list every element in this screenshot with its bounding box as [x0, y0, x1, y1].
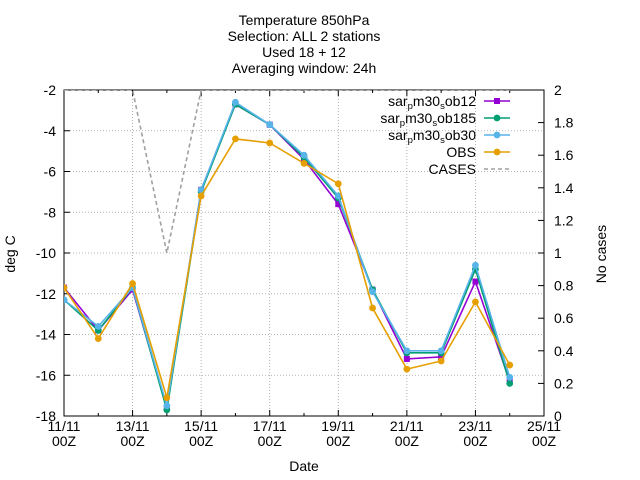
y2-axis-label: No cases [593, 225, 609, 283]
legend-marker-3 [493, 131, 501, 139]
y2-tick-label: 0.2 [554, 375, 574, 391]
y-tick-label: -12 [36, 286, 56, 302]
y-tick-label: -2 [44, 82, 57, 98]
y-axis-label: deg C [2, 235, 18, 272]
y2-tick-label: 0.6 [554, 310, 574, 326]
series-point-3 [369, 288, 376, 296]
series-point-3 [163, 402, 171, 410]
y-tick-label: -10 [36, 245, 56, 261]
y-tick-label: -4 [44, 123, 57, 139]
y-tick-label: -8 [44, 204, 57, 220]
series-line-3 [64, 101, 511, 407]
series-point-3 [437, 347, 445, 355]
series-point-3 [334, 192, 342, 200]
series-point-1 [438, 353, 445, 360]
x-tick-label: 23/11 [458, 418, 492, 434]
y2-tick-label: 0.4 [554, 343, 574, 359]
series-point-3 [266, 121, 274, 129]
series-point-3 [94, 322, 102, 330]
legend-marker-1 [494, 98, 500, 104]
series-point-4 [64, 284, 68, 292]
series-point-3 [403, 347, 411, 355]
x-tick-label: 13/11 [116, 418, 150, 434]
x-tick-label: 25/11 [527, 418, 561, 434]
chart-title-line-3: Used 18 + 12 [262, 44, 346, 60]
series-point-4 [197, 192, 205, 200]
series-point-4 [163, 394, 171, 402]
y2-tick-label: 2 [554, 82, 562, 98]
y2-tick-label: 1.8 [554, 115, 574, 131]
series-point-2 [506, 380, 514, 387]
y2-tick-label: 0 [554, 408, 562, 424]
chart-title-line-1: Temperature 850hPa [239, 12, 370, 28]
series-point-3 [506, 373, 514, 381]
legend-label-5: CASES [429, 161, 476, 177]
series-point-4 [506, 361, 514, 369]
y2-tick-label: 0.8 [554, 278, 574, 294]
x-tick-label: 00Z [189, 433, 214, 449]
legend-marker-4 [493, 148, 501, 156]
x-tick-label: 19/11 [321, 418, 355, 434]
y2-tick-label: 1.6 [554, 147, 574, 163]
x-tick-label: 15/11 [184, 418, 218, 434]
series-point-3 [300, 151, 308, 159]
x-tick-label: 21/11 [390, 418, 424, 434]
x-tick-label: 00Z [52, 433, 77, 449]
x-tick-label: 00Z [121, 433, 146, 449]
series-point-4 [334, 180, 342, 188]
series-point-4 [94, 335, 102, 342]
series-line-4 [64, 138, 511, 398]
y-tick-label: -6 [44, 164, 57, 180]
x-tick-label: 00Z [258, 433, 283, 449]
series-point-4 [403, 365, 411, 373]
y-tick-label: -16 [36, 367, 56, 383]
y2-tick-label: 1.2 [554, 212, 574, 228]
legend-label-2: sarpm30sob185 [380, 110, 476, 129]
x-tick-label: 11/11 [48, 418, 81, 434]
legend-label-3: sarpm30sob30 [388, 127, 476, 146]
series-point-3 [232, 98, 239, 106]
x-tick-label: 00Z [395, 433, 420, 449]
series-point-4 [369, 304, 376, 312]
legend-marker-2 [493, 114, 501, 122]
series-point-3 [197, 186, 205, 194]
series-line-2 [64, 103, 511, 411]
series-point-3 [472, 261, 479, 269]
x-axis-label: Date [289, 458, 319, 474]
y-tick-label: -18 [36, 408, 56, 424]
legend-label-1: sarpm30sob12 [388, 93, 476, 112]
legend-label-4: OBS [446, 144, 476, 160]
series-point-1 [335, 201, 342, 208]
series-point-4 [266, 139, 274, 147]
series-point-1 [403, 355, 410, 362]
plot-area [64, 90, 514, 414]
chart-title-line-2: Selection: ALL 2 stations [228, 28, 381, 44]
x-tick-label: 00Z [532, 433, 557, 449]
y2-tick-label: 1 [554, 245, 562, 261]
y-tick-label: -14 [36, 327, 56, 343]
series-point-4 [437, 357, 445, 365]
y2-tick-label: 1.4 [554, 180, 574, 196]
series-point-3 [64, 296, 68, 304]
series-point-1 [472, 278, 479, 285]
x-tick-label: 00Z [463, 433, 488, 449]
chart-title-line-4: Averaging window: 24h [232, 60, 377, 76]
series-point-4 [472, 298, 479, 306]
series-point-4 [129, 280, 136, 287]
series-point-4 [300, 159, 308, 167]
series-point-4 [232, 135, 239, 143]
x-tick-label: 00Z [326, 433, 351, 449]
x-tick-label: 17/11 [253, 418, 287, 434]
